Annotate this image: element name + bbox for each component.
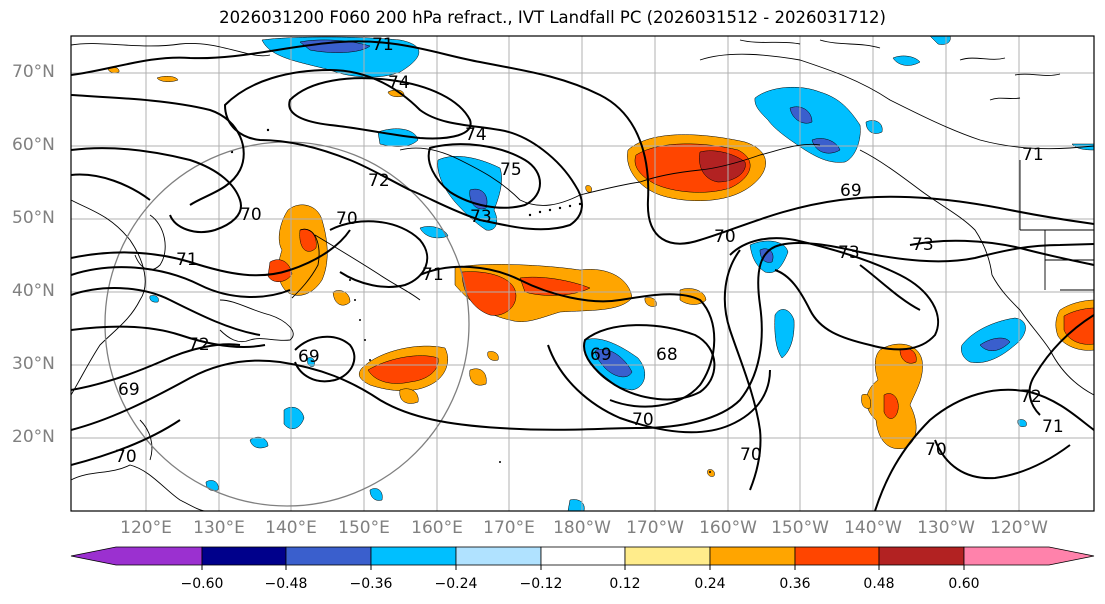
contour-label: 72 [1020, 387, 1042, 407]
colorbar-segment [878, 546, 965, 566]
map-plot-area: 71 74 74 75 72 70 70 71 71 72 69 69 70 7… [71, 35, 1094, 511]
colorbar-tick-label: 0.12 [609, 576, 641, 592]
colorbar-segment [540, 546, 626, 566]
contour-label: 73 [912, 235, 934, 255]
colorbar-segment [201, 546, 287, 566]
colorbar-segment [455, 546, 542, 566]
colorbar [70, 546, 1095, 570]
contour-lines [71, 40, 1094, 511]
lat-label: 40°N [12, 281, 55, 301]
colorbar-tick-label: 0.48 [863, 576, 895, 592]
lon-label: 140°E [265, 518, 317, 538]
contour-label-group: 71 74 74 75 72 70 70 71 71 72 69 69 70 7… [115, 35, 1064, 467]
lon-label: 130°W [917, 518, 975, 538]
colorbar-tick-label: −0.12 [519, 576, 563, 592]
colorbar-segment [963, 546, 1095, 566]
islands [230, 128, 711, 473]
contour-label: 71 [422, 265, 444, 285]
contour-label: 70 [240, 205, 262, 225]
contour-label: 70 [925, 440, 947, 460]
contour-label: 69 [118, 380, 140, 400]
lon-label: 160°E [411, 518, 463, 538]
lat-label: 60°N [12, 135, 55, 155]
lon-label: 130°E [193, 518, 245, 538]
lon-label: 170°E [483, 518, 535, 538]
lon-label: 160°W [699, 518, 757, 538]
contour-label: 71 [1022, 145, 1044, 165]
colorbar-segment [794, 546, 880, 566]
lat-label: 30°N [12, 354, 55, 374]
contour-label: 74 [388, 73, 410, 93]
contour-label: 69 [840, 181, 862, 201]
contour-label: 72 [188, 335, 210, 355]
lon-label: 120°W [990, 518, 1048, 538]
colorbar-segment [624, 546, 711, 566]
colorbar-segment [370, 546, 457, 566]
colorbar-tick-label: 0.60 [948, 576, 980, 592]
map-title: 2026031200 F060 200 hPa refract., IVT La… [219, 8, 886, 27]
contour-label: 69 [298, 347, 320, 367]
contour-label: 72 [368, 171, 390, 191]
contour-label: 70 [336, 209, 358, 229]
colorbar-tick-label: −0.60 [180, 576, 224, 592]
contour-label: 70 [714, 227, 736, 247]
contour-label: 71 [372, 35, 394, 55]
lon-label: 120°E [120, 518, 172, 538]
contour-label: 69 [590, 345, 612, 365]
contour-label: 73 [470, 207, 492, 227]
colorbar-segment [70, 546, 203, 566]
lon-label: 150°W [771, 518, 829, 538]
colorbar-tick-label: −0.48 [264, 576, 308, 592]
contour-label: 75 [500, 160, 522, 180]
lon-label: 170°W [626, 518, 684, 538]
contour-label: 71 [176, 250, 198, 270]
lat-label: 70°N [12, 62, 55, 82]
colorbar-tick-label: −0.24 [434, 576, 478, 592]
contour-label: 70 [632, 410, 654, 430]
contour-label: 68 [656, 345, 678, 365]
colorbar-segment [709, 546, 796, 566]
lat-label: 20°N [12, 427, 55, 447]
colorbar-tick-label: −0.36 [349, 576, 393, 592]
contour-label: 74 [465, 125, 487, 145]
lon-label: 140°W [844, 518, 902, 538]
contour-label: 73 [838, 243, 860, 263]
map-frame [70, 35, 1095, 512]
lon-label: 150°E [338, 518, 390, 538]
lat-label: 50°N [12, 208, 55, 228]
colorbar-tick-label: 0.36 [779, 576, 811, 592]
colorbar-tick-label: 0.24 [694, 576, 726, 592]
shading-positive [107, 66, 1094, 477]
contour-label: 70 [115, 447, 137, 467]
colorbar-segment [285, 546, 372, 566]
lon-label: 180°W [553, 518, 611, 538]
contour-label: 70 [740, 445, 762, 465]
contour-label: 71 [1042, 417, 1064, 437]
